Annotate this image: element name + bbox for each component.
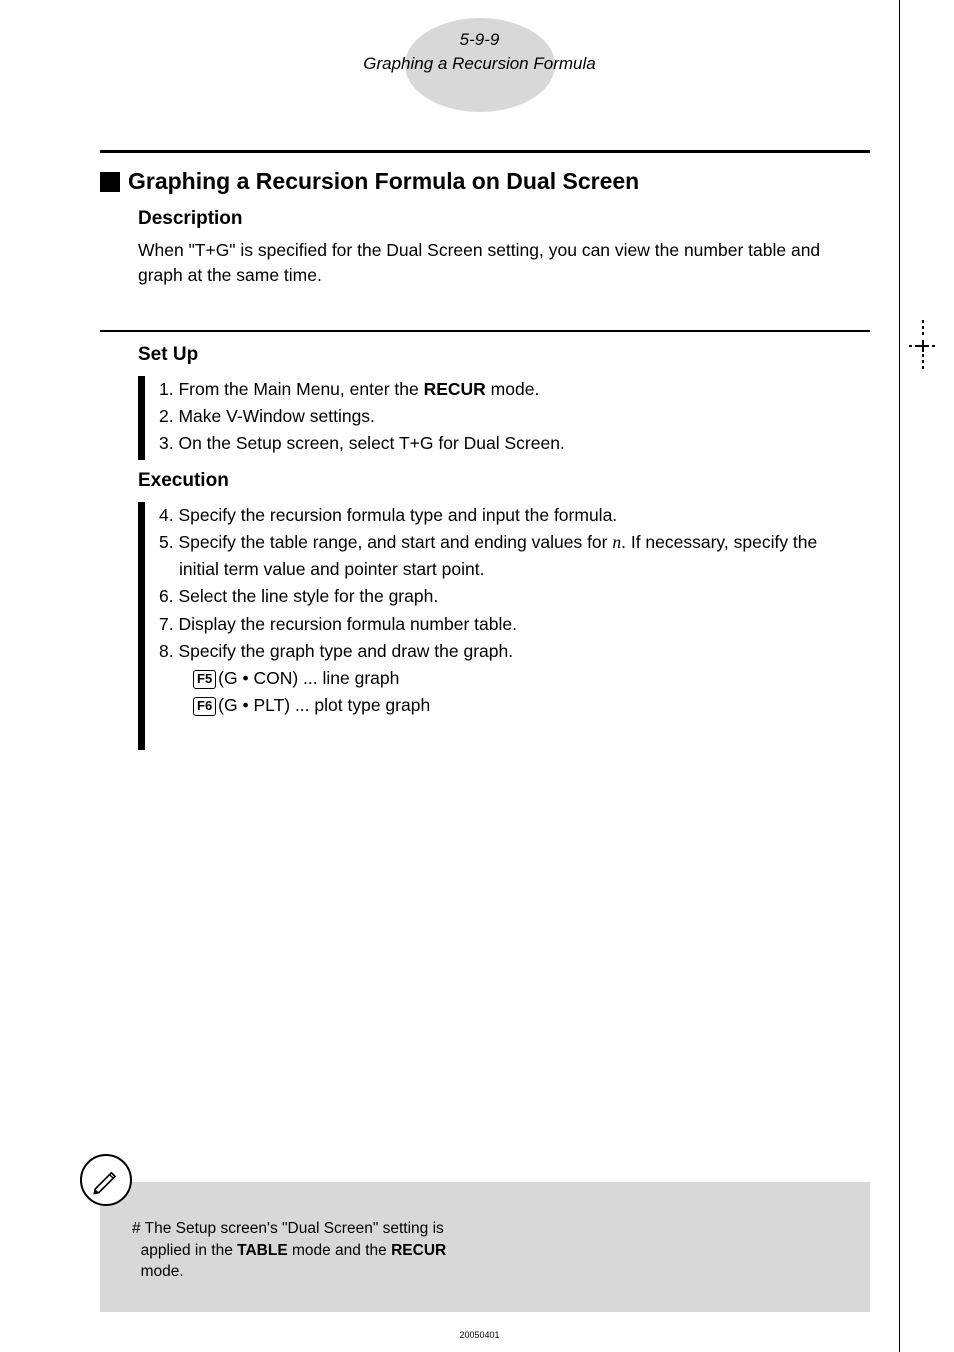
- square-bullet-icon: [100, 172, 120, 192]
- main-section-title: Graphing a Recursion Formula on Dual Scr…: [100, 168, 639, 195]
- setup-content: 1. From the Main Menu, enter the RECUR m…: [159, 376, 565, 457]
- list-item: 4. Specify the recursion formula type an…: [159, 502, 817, 529]
- divider-mid: [100, 330, 870, 332]
- list-item: 6. Select the line style for the graph.: [159, 583, 817, 610]
- divider-top: [100, 150, 870, 153]
- list-item: 3. On the Setup screen, select T+G for D…: [159, 430, 565, 457]
- footer-stamp: 20050401: [459, 1330, 499, 1340]
- f5-key-icon: F5: [193, 670, 216, 689]
- setup-heading: Set Up: [138, 344, 198, 366]
- execution-list: 4. Specify the recursion formula type an…: [138, 502, 817, 750]
- list-item: 5. Specify the table range, and start an…: [159, 529, 817, 556]
- list-item-sub: F6(G • PLT) ... plot type graph: [159, 692, 817, 719]
- footnote-band: # The Setup screen's "Dual Screen" setti…: [100, 1182, 870, 1312]
- description-body: When "T+G" is specified for the Dual Scr…: [138, 238, 868, 289]
- header-page-title: Graphing a Recursion Formula: [60, 54, 899, 74]
- pencil-note-icon: [80, 1154, 132, 1206]
- header-block: 5-9-9 Graphing a Recursion Formula: [60, 30, 899, 74]
- list-item: 2. Make V-Window settings.: [159, 403, 565, 430]
- list-item-sub: F5(G • CON) ... line graph: [159, 665, 817, 692]
- setup-bar: [138, 376, 145, 460]
- f6-key-icon: F6: [193, 697, 216, 716]
- description-heading: Description: [138, 208, 243, 230]
- page-container: 5-9-9 Graphing a Recursion Formula Graph…: [60, 0, 900, 1352]
- list-item: 1. From the Main Menu, enter the RECUR m…: [159, 376, 565, 403]
- footnote-text: # The Setup screen's "Dual Screen" setti…: [132, 1218, 462, 1283]
- list-item-cont: initial term value and pointer start poi…: [159, 556, 817, 583]
- header-page-ref: 5-9-9: [60, 30, 899, 50]
- execution-content: 4. Specify the recursion formula type an…: [159, 502, 817, 719]
- setup-list: 1. From the Main Menu, enter the RECUR m…: [138, 376, 565, 460]
- crop-mark-icon: [909, 320, 937, 372]
- execution-heading: Execution: [138, 470, 229, 492]
- main-section-text: Graphing a Recursion Formula on Dual Scr…: [128, 168, 639, 195]
- execution-bar: [138, 502, 145, 750]
- list-item: 8. Specify the graph type and draw the g…: [159, 638, 817, 665]
- list-item: 7. Display the recursion formula number …: [159, 611, 817, 638]
